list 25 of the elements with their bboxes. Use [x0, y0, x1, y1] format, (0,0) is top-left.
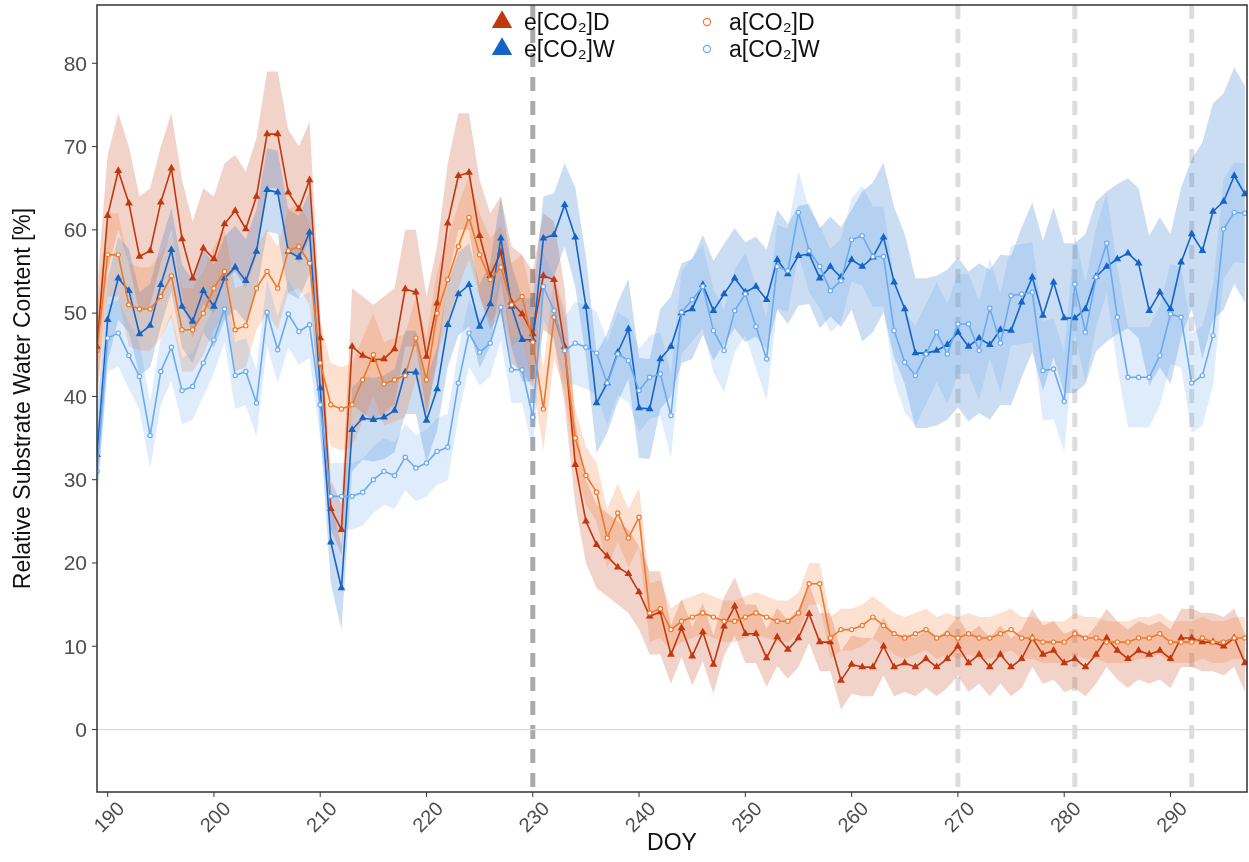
y-tick-label: 60 [63, 218, 87, 242]
y-tick-label: 30 [63, 468, 87, 492]
y-tick-label: 0 [75, 717, 87, 741]
y-tick-label: 10 [63, 634, 87, 658]
x-tick-label: 200 [195, 797, 235, 837]
legend-label: a[CO₂]W [729, 36, 820, 63]
x-tick-label: 220 [408, 797, 448, 837]
legend-label: e[CO₂]D [524, 9, 610, 36]
x-tick-label: 280 [1045, 797, 1085, 837]
x-tick-label: 230 [514, 797, 554, 837]
x-tick-label: 250 [726, 797, 767, 837]
y-tick-label: 80 [63, 51, 87, 75]
y-tick-label: 70 [63, 134, 87, 158]
y-tick-label: 50 [63, 301, 87, 325]
legend-label: e[CO₂]W [524, 36, 615, 63]
y-tick-label: 40 [63, 384, 87, 408]
x-tick-label: 260 [833, 797, 873, 837]
y-tick-label: 20 [63, 551, 87, 575]
y-axis-title: Relative Substrate Water Content [%] [9, 207, 35, 590]
x-axis-title: DOY [647, 829, 697, 855]
legend-label: a[CO₂]D [729, 9, 815, 36]
x-tick-label: 290 [1152, 797, 1192, 837]
x-tick-label: 270 [939, 797, 979, 837]
x-tick-label: 190 [89, 797, 129, 837]
x-tick-label: 210 [301, 797, 341, 837]
